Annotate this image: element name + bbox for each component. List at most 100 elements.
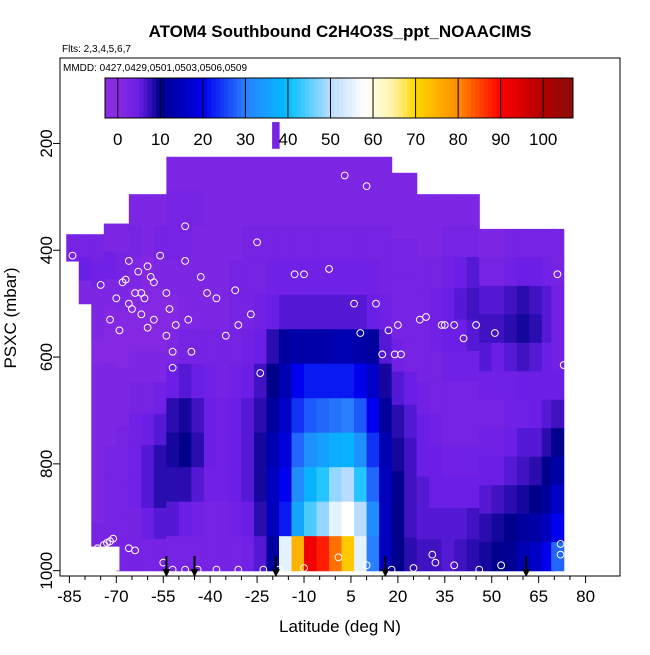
- heatmap-cell: [404, 272, 418, 307]
- sample-point: [124, 257, 133, 265]
- colorbar-segment: [147, 78, 153, 118]
- colorbar-segment: [168, 78, 174, 118]
- colorbar-segment: [509, 78, 514, 118]
- heatmap-cell: [291, 363, 305, 399]
- heatmap-cell: [203, 260, 218, 296]
- heatmap-cell: [91, 418, 105, 445]
- colorbar-segment: [479, 78, 485, 118]
- heatmap-cell: [228, 329, 243, 365]
- sample-point: [131, 546, 139, 555]
- heatmap-cell: [379, 432, 393, 468]
- heatmap-cell: [516, 257, 530, 287]
- colorbar-segment: [424, 78, 429, 118]
- colorbar-segment: [334, 78, 340, 118]
- sample-point: [350, 299, 358, 308]
- sample-point: [121, 275, 130, 284]
- heatmap-cell: [354, 225, 368, 261]
- heatmap-cell: [391, 537, 405, 572]
- heatmap-cell: [291, 432, 305, 468]
- heatmap-cell: [304, 501, 318, 537]
- heatmap-cell: [454, 351, 468, 384]
- heatmap-cell: [116, 541, 130, 572]
- colorbar-segment: [279, 78, 285, 118]
- heatmap-cell: [241, 363, 255, 399]
- colorbar-segment: [207, 78, 212, 118]
- heatmap-cell: [191, 225, 205, 261]
- heatmap-cell: [178, 363, 192, 399]
- heatmap-cell: [441, 539, 455, 572]
- heatmap-cell: [466, 319, 480, 352]
- heatmap-cell: [329, 225, 343, 261]
- colorbar-tick-label: 90: [491, 130, 510, 149]
- heatmap-cell: [516, 428, 530, 458]
- colorbar-segment: [317, 78, 323, 118]
- heatmap-cell: [416, 288, 430, 321]
- x-tick-label: -70: [104, 587, 129, 606]
- colorbar-segment: [321, 78, 327, 118]
- colorbar-segment: [381, 78, 387, 118]
- heatmap-cell: [166, 501, 180, 537]
- colorbar-segment: [560, 78, 565, 118]
- heatmap-cell: [504, 399, 518, 429]
- heatmap-cell: [416, 351, 430, 384]
- heatmap-cell: [529, 257, 543, 287]
- heatmap-cell: [216, 156, 230, 192]
- heatmap-cell: [441, 476, 455, 509]
- colorbar-segment: [202, 78, 208, 118]
- sample-point: [168, 363, 177, 372]
- sample-point: [106, 315, 114, 324]
- heatmap-cell: [291, 501, 305, 537]
- colorbar-segment: [300, 78, 306, 118]
- heatmap-cell: [466, 351, 480, 384]
- heatmap-cell: [128, 288, 142, 321]
- heatmap-cell: [454, 382, 468, 415]
- colorbar-segment: [360, 78, 366, 118]
- colorbar-segment: [253, 78, 259, 118]
- heatmap-cell: [153, 194, 167, 227]
- colorbar-segment: [224, 78, 229, 118]
- colorbar-segment: [407, 78, 412, 118]
- heatmap-cell: [191, 398, 205, 434]
- heatmap-cell: [241, 432, 255, 468]
- heatmap-cell: [479, 513, 493, 543]
- heatmap-cell: [116, 310, 130, 340]
- heatmap-cell: [529, 513, 543, 543]
- heatmap-cell: [91, 523, 105, 550]
- heatmap-cell: [441, 382, 455, 415]
- heatmap-cell: [466, 507, 480, 540]
- heatmap-cell: [141, 539, 155, 572]
- colorbar-segment: [313, 78, 319, 118]
- heatmap-cell: [341, 501, 355, 537]
- heatmap-cell: [228, 536, 243, 572]
- heatmap-cell: [404, 305, 418, 340]
- sample-point: [96, 281, 105, 289]
- sample-point: [556, 550, 565, 559]
- sample-point: [143, 262, 152, 271]
- heatmap-cell: [116, 454, 130, 485]
- heatmap-cell: [228, 191, 243, 227]
- heatmap-spike-cell: [272, 122, 280, 149]
- heatmap-cell: [551, 513, 565, 543]
- colorbar-segment: [173, 78, 178, 118]
- heatmap-cell: [441, 351, 455, 384]
- heatmap-cell: [516, 456, 530, 486]
- sample-point: [290, 270, 299, 279]
- sample-point: [156, 251, 165, 260]
- heatmap-cell: [253, 432, 268, 468]
- heatmap-cell: [466, 539, 480, 572]
- heatmap-cell: [491, 456, 505, 486]
- colorbar-segment: [134, 78, 140, 118]
- colorbar-segment: [351, 78, 357, 118]
- heatmap-cell: [241, 225, 255, 261]
- heatmap-cell: [341, 191, 355, 227]
- heatmap-cell: [278, 225, 293, 261]
- heatmap-cell: [316, 225, 330, 261]
- colorbar-segment: [402, 78, 408, 118]
- heatmap-cell: [266, 329, 280, 365]
- heatmap-cell: [329, 467, 343, 503]
- heatmap-cell: [404, 338, 418, 373]
- sample-point: [393, 321, 402, 329]
- heatmap-cell: [191, 191, 205, 227]
- dates-label: MMDD: 0427,0429,0501,0503,0506,0509: [63, 63, 247, 74]
